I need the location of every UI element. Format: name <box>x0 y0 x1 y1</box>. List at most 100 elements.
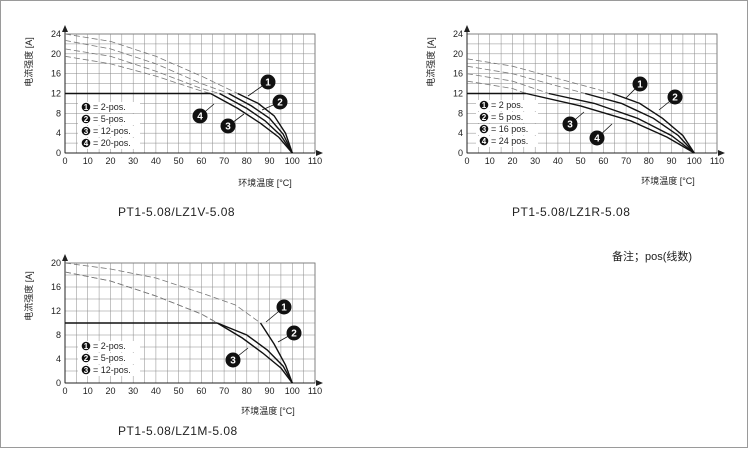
x-tick-label: 90 <box>265 386 275 396</box>
legend-bg <box>476 124 538 135</box>
x-tick-label: 40 <box>151 386 161 396</box>
legend-label: = 20-pos. <box>93 138 131 148</box>
callout-number: 2 <box>277 98 283 109</box>
x-tick-label: 70 <box>219 156 229 166</box>
legend-bg <box>78 353 140 364</box>
callout-number: 2 <box>291 329 297 340</box>
series-solid-1 <box>612 92 695 154</box>
y-tick-label: 4 <box>56 354 61 364</box>
series-solid-3 <box>216 322 293 384</box>
x-tick-label: 50 <box>174 386 184 396</box>
callout-badge <box>562 116 578 132</box>
x-tick-label: 80 <box>242 386 252 396</box>
legend-badge-number: 2 <box>84 115 89 124</box>
legend-badge <box>479 112 489 122</box>
y-axis-label: 电流强度 [A] <box>425 37 436 87</box>
series-dashed-1 <box>64 33 238 94</box>
legend-badge-number: 1 <box>84 103 89 112</box>
series-dashed-4 <box>64 55 211 94</box>
y-tick-label: 4 <box>56 128 61 138</box>
legend-badge <box>81 365 91 375</box>
x-tick-label: 60 <box>196 156 206 166</box>
callout-number: 1 <box>637 80 643 91</box>
legend-badge-number: 3 <box>482 125 487 134</box>
caption-chart-3: PT1-5.08/LZ1M-5.08 <box>118 424 238 438</box>
legend-badge-number: 3 <box>84 366 89 375</box>
y-tick-label: 12 <box>453 89 463 99</box>
series-solid-2 <box>585 92 695 154</box>
callout-badge <box>286 325 302 341</box>
y-tick-label: 20 <box>453 49 463 59</box>
y-tick-label: 24 <box>51 29 61 39</box>
callout-badge <box>667 89 683 105</box>
legend-bg <box>476 100 538 111</box>
x-tick-label: 110 <box>710 156 724 166</box>
series-dashed-2 <box>466 65 586 94</box>
series-dashed-3 <box>64 48 220 94</box>
y-axis-arrow <box>464 25 470 32</box>
callout-number: 1 <box>281 303 287 314</box>
legend-bg <box>78 365 140 376</box>
y-tick-label: 16 <box>51 282 61 292</box>
series-solid-4 <box>525 92 695 154</box>
y-tick-label: 12 <box>51 89 61 99</box>
series-solid-4 <box>210 92 293 154</box>
y-tick-label: 20 <box>51 258 61 268</box>
x-tick-label: 40 <box>151 156 161 166</box>
y-tick-label: 0 <box>56 148 61 158</box>
series-solid-3 <box>219 92 293 154</box>
x-tick-label: 10 <box>485 156 495 166</box>
chart-2: 0 10 20 30 40 50 60 70 80 90 100 11004812162024电流强度… <box>425 25 725 186</box>
caption-chart-1: PT1-5.08/LZ1V-5.08 <box>118 205 236 219</box>
legend-badge <box>81 126 91 136</box>
x-axis-label: 环境温度 [°C] <box>241 405 295 416</box>
legend-label: = 5-pos. <box>93 114 126 124</box>
x-tick-label: 30 <box>128 156 138 166</box>
legend-badge-number: 4 <box>84 139 89 148</box>
x-tick-label: 100 <box>285 156 300 166</box>
x-axis-arrow <box>316 150 323 156</box>
x-axis-label: 环境温度 [°C] <box>641 175 695 186</box>
callout-number: 2 <box>672 93 678 104</box>
x-axis-arrow <box>316 380 323 386</box>
legend-label: = 2 pos. <box>491 100 523 110</box>
legend-badge-number: 1 <box>84 342 89 351</box>
callout-number: 1 <box>265 78 271 89</box>
x-tick-label: 80 <box>242 156 252 166</box>
legend-label: = 12-pos. <box>93 365 131 375</box>
legend-bg <box>78 138 140 149</box>
legend-badge-number: 4 <box>482 137 487 146</box>
x-tick-label: 70 <box>219 386 229 396</box>
y-axis-label: 电流强度 [A] <box>23 37 34 87</box>
legend-badge-number: 2 <box>482 113 487 122</box>
series-solid-3 <box>548 92 695 154</box>
x-axis-label: 环境温度 [°C] <box>238 177 292 188</box>
callout-number: 4 <box>197 112 203 123</box>
y-tick-label: 8 <box>458 108 463 118</box>
y-tick-label: 8 <box>56 108 61 118</box>
series-dashed-1 <box>466 58 613 94</box>
y-tick-label: 4 <box>458 128 463 138</box>
y-tick-label: 0 <box>56 378 61 388</box>
callout-badge <box>192 108 208 124</box>
legend-badge <box>479 136 489 146</box>
chart-1: 0 10 20 30 40 50 60 70 80 90 100 11004812162024电流强度… <box>23 25 323 188</box>
y-tick-label: 8 <box>56 330 61 340</box>
x-tick-label: 40 <box>553 156 563 166</box>
legend-badge <box>81 114 91 124</box>
callout-number: 3 <box>230 356 236 367</box>
x-axis-arrow <box>718 150 725 156</box>
x-tick-label: 80 <box>644 156 654 166</box>
callout-number: 3 <box>567 120 573 131</box>
y-tick-label: 24 <box>453 29 463 39</box>
legend-label: = 2-pos. <box>93 341 126 351</box>
legend-bg <box>78 341 140 352</box>
y-axis-arrow <box>62 25 68 32</box>
legend-badge-number: 2 <box>84 354 89 363</box>
callout-badge <box>220 118 236 134</box>
x-tick-label: 10 <box>83 156 93 166</box>
y-tick-label: 0 <box>458 148 463 158</box>
series-solid-1 <box>237 92 293 154</box>
x-tick-label: 20 <box>105 386 115 396</box>
x-tick-label: 20 <box>105 156 115 166</box>
